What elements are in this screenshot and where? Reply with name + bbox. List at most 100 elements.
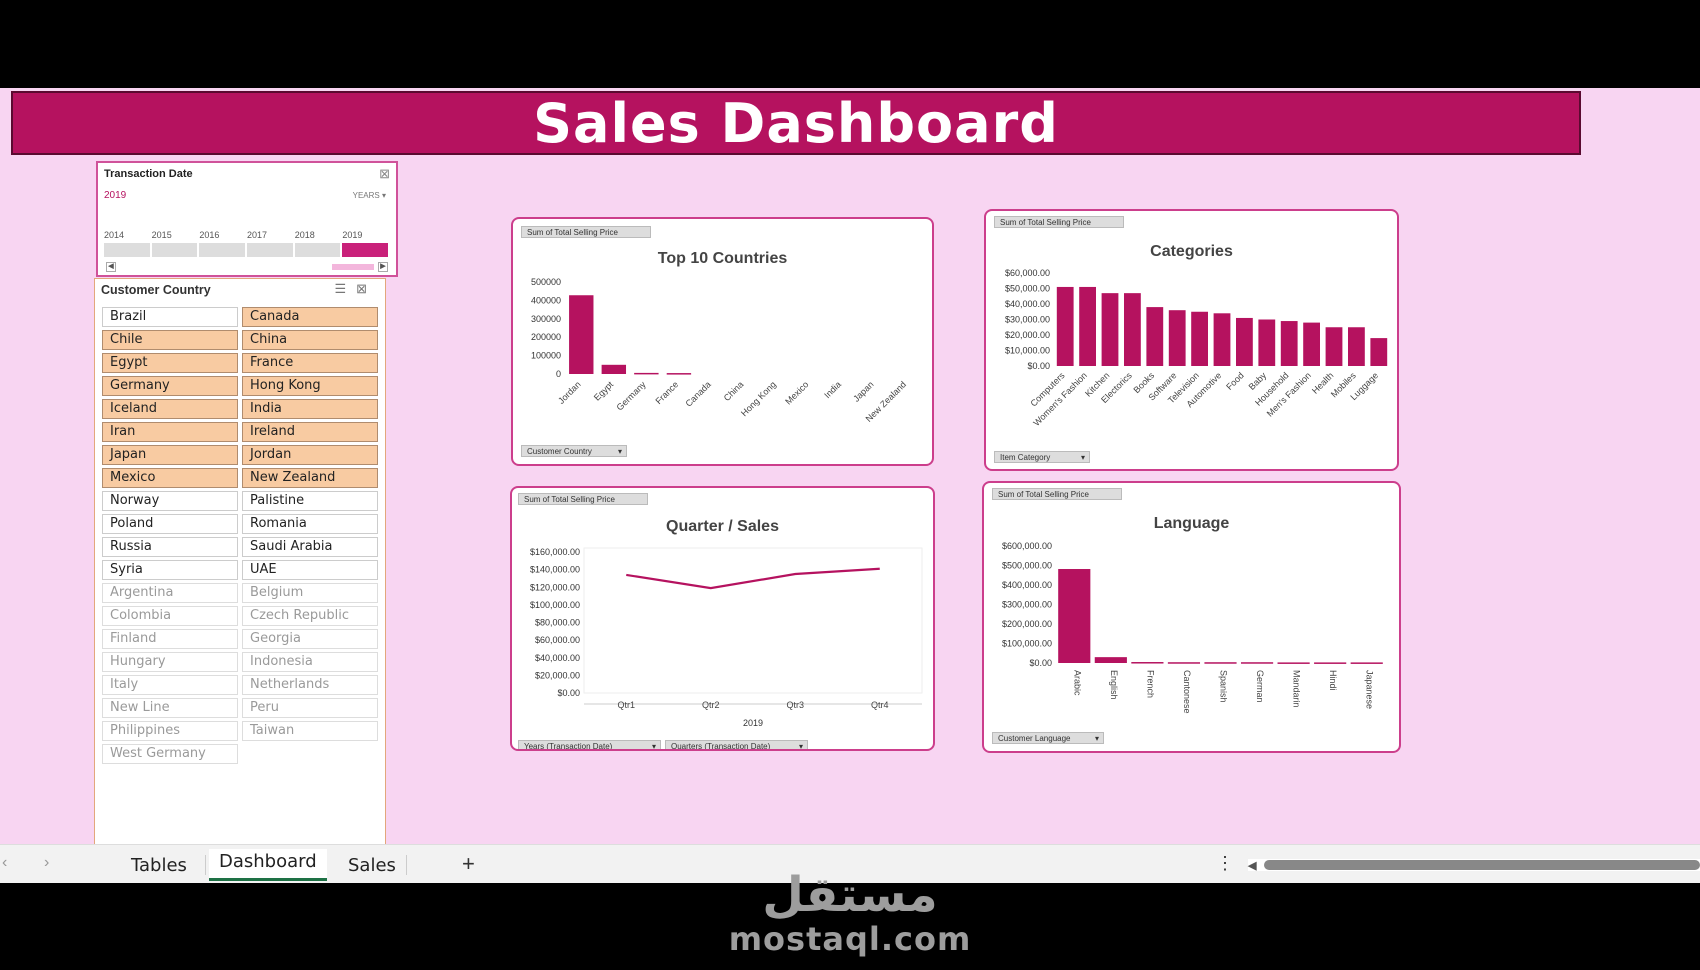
country-item[interactable]: Ireland bbox=[242, 422, 378, 442]
value-field-button[interactable]: Sum of Total Selling Price bbox=[521, 226, 651, 238]
timeline-year-bar[interactable] bbox=[294, 243, 341, 257]
timeline-year-2019[interactable]: 2019 bbox=[342, 230, 390, 257]
timeline-year-2018[interactable]: 2018 bbox=[294, 230, 343, 257]
timeline-year-bar[interactable] bbox=[151, 243, 198, 257]
scroll-thumb[interactable] bbox=[1264, 860, 1700, 870]
value-field-button[interactable]: Sum of Total Selling Price bbox=[992, 488, 1122, 500]
country-item[interactable]: Taiwan bbox=[242, 721, 378, 741]
country-item[interactable]: Czech Republic bbox=[242, 606, 378, 626]
country-item[interactable]: Saudi Arabia bbox=[242, 537, 378, 557]
group-label: 2019 bbox=[743, 718, 763, 728]
category-filter-button[interactable]: Quarters (Transaction Date) ▾ bbox=[665, 740, 808, 751]
clear-filter-icon[interactable]: ⊠ bbox=[356, 281, 377, 296]
country-item[interactable]: Palistine bbox=[242, 491, 378, 511]
country-item[interactable]: Indonesia bbox=[242, 652, 378, 672]
timeline-unit-dropdown[interactable]: YEARS ▾ bbox=[352, 191, 386, 200]
country-item[interactable]: Jordan bbox=[242, 445, 378, 465]
chart-svg: Top 10 Countries 0 100000 200000 300000 40000… bbox=[531, 250, 908, 424]
country-item[interactable]: Russia bbox=[102, 537, 238, 557]
timeline-scroll-thumb[interactable] bbox=[332, 264, 374, 270]
scroll-right-icon[interactable]: ▶ bbox=[378, 262, 388, 272]
timeline-year-2014[interactable]: 2014 bbox=[104, 230, 152, 257]
add-sheet-button[interactable]: + bbox=[462, 851, 475, 876]
value-field-button[interactable]: Sum of Total Selling Price bbox=[518, 493, 648, 505]
timeline-year-bar[interactable] bbox=[104, 243, 150, 257]
timeline-slicer[interactable]: Transaction Date ⊠ 2019 YEARS ▾ 2014 2015… bbox=[96, 161, 398, 277]
bar bbox=[1168, 310, 1186, 366]
field-button-label: Item Category bbox=[1000, 453, 1051, 462]
country-item[interactable]: Norway bbox=[102, 491, 238, 511]
country-item[interactable]: West Germany bbox=[102, 744, 238, 764]
filter-dropdown-icon[interactable]: ▾ bbox=[798, 742, 803, 751]
tab-sales[interactable]: Sales bbox=[348, 855, 396, 876]
filter-dropdown-icon[interactable]: ▾ bbox=[617, 447, 622, 456]
category-filter-button[interactable]: Years (Transaction Date) ▾ bbox=[518, 740, 661, 751]
country-item[interactable]: Iceland bbox=[102, 399, 238, 419]
country-item[interactable]: Finland bbox=[102, 629, 238, 649]
multi-select-icon[interactable]: ☰ bbox=[334, 281, 357, 296]
bar bbox=[1348, 327, 1365, 366]
filter-dropdown-icon[interactable]: ▾ bbox=[1094, 734, 1099, 743]
country-item[interactable]: India bbox=[242, 399, 378, 419]
country-item[interactable]: Romania bbox=[242, 514, 378, 534]
country-item[interactable]: Canada bbox=[242, 307, 378, 327]
country-item[interactable]: Germany bbox=[102, 376, 238, 396]
y-tick-label: $120,000.00 bbox=[530, 582, 580, 592]
tab-dashboard[interactable]: Dashboard bbox=[209, 849, 327, 881]
country-item[interactable]: Syria bbox=[102, 560, 238, 580]
scroll-left-icon[interactable]: ◀ bbox=[106, 262, 116, 272]
country-item[interactable]: New Line bbox=[102, 698, 238, 718]
timeline-scrollbar[interactable]: ◀ ▶ bbox=[106, 262, 388, 272]
country-item[interactable]: Peru bbox=[242, 698, 378, 718]
filter-dropdown-icon[interactable]: ▾ bbox=[1080, 453, 1085, 462]
tab-divider bbox=[205, 855, 206, 875]
horizontal-scrollbar[interactable]: ◀ bbox=[1248, 859, 1700, 872]
country-item[interactable]: UAE bbox=[242, 560, 378, 580]
tab-scroll-right-icon[interactable]: › bbox=[44, 854, 50, 871]
country-item[interactable]: Belgium bbox=[242, 583, 378, 603]
country-item[interactable]: Brazil bbox=[102, 307, 238, 327]
country-item[interactable]: Chile bbox=[102, 330, 238, 350]
y-tick-label: $140,000.00 bbox=[530, 565, 580, 575]
x-tick-label: Egypt bbox=[592, 379, 616, 403]
country-item[interactable]: New Zealand bbox=[242, 468, 378, 488]
timeline-year-bar[interactable] bbox=[342, 243, 389, 257]
y-tick-label: $500,000.00 bbox=[1002, 561, 1052, 571]
country-item[interactable]: Netherlands bbox=[242, 675, 378, 695]
country-item[interactable]: Colombia bbox=[102, 606, 238, 626]
country-item[interactable]: France bbox=[242, 353, 378, 373]
x-tick-label: Food bbox=[1224, 370, 1246, 392]
country-item[interactable]: Poland bbox=[102, 514, 238, 534]
y-tick-label: $60,000.00 bbox=[535, 635, 580, 645]
x-tick-label: German bbox=[1255, 670, 1265, 703]
country-item[interactable]: Hong Kong bbox=[242, 376, 378, 396]
country-item[interactable]: Egypt bbox=[102, 353, 238, 373]
timeline-year-2016[interactable]: 2016 bbox=[199, 230, 247, 257]
country-item[interactable]: Mexico bbox=[102, 468, 238, 488]
timeline-year-bar[interactable] bbox=[199, 243, 246, 257]
category-filter-button[interactable]: Customer Country ▾ bbox=[521, 445, 627, 457]
timeline-year-2015[interactable]: 2015 bbox=[151, 230, 200, 257]
category-filter-button[interactable]: Item Category ▾ bbox=[994, 451, 1090, 463]
country-item[interactable]: Iran bbox=[102, 422, 238, 442]
country-item[interactable]: China bbox=[242, 330, 378, 350]
country-item[interactable]: Argentina bbox=[102, 583, 238, 603]
filter-dropdown-icon[interactable]: ▾ bbox=[651, 742, 656, 751]
clear-filter-icon[interactable]: ⊠ bbox=[379, 166, 390, 181]
scroll-left-icon[interactable]: ◀ bbox=[1248, 860, 1257, 872]
country-item[interactable]: Georgia bbox=[242, 629, 378, 649]
timeline-year-bar[interactable] bbox=[247, 243, 293, 257]
country-item[interactable]: Hungary bbox=[102, 652, 238, 672]
country-item[interactable]: Italy bbox=[102, 675, 238, 695]
country-item[interactable]: Philippines bbox=[102, 721, 238, 741]
field-button-label: Customer Country bbox=[527, 447, 592, 456]
timeline-year-2017[interactable]: 2017 bbox=[247, 230, 295, 257]
more-options-icon[interactable]: ⋮ bbox=[1216, 853, 1234, 873]
tab-scroll-left-icon[interactable]: ‹ bbox=[2, 854, 8, 871]
value-field-button[interactable]: Sum of Total Selling Price bbox=[994, 216, 1124, 228]
category-filter-button[interactable]: Customer Language ▾ bbox=[992, 732, 1104, 744]
y-tick-label: 400000 bbox=[531, 295, 561, 305]
tab-tables[interactable]: Tables bbox=[131, 855, 187, 876]
country-item[interactable]: Japan bbox=[102, 445, 238, 465]
timeline-year-label: 2016 bbox=[199, 230, 220, 240]
